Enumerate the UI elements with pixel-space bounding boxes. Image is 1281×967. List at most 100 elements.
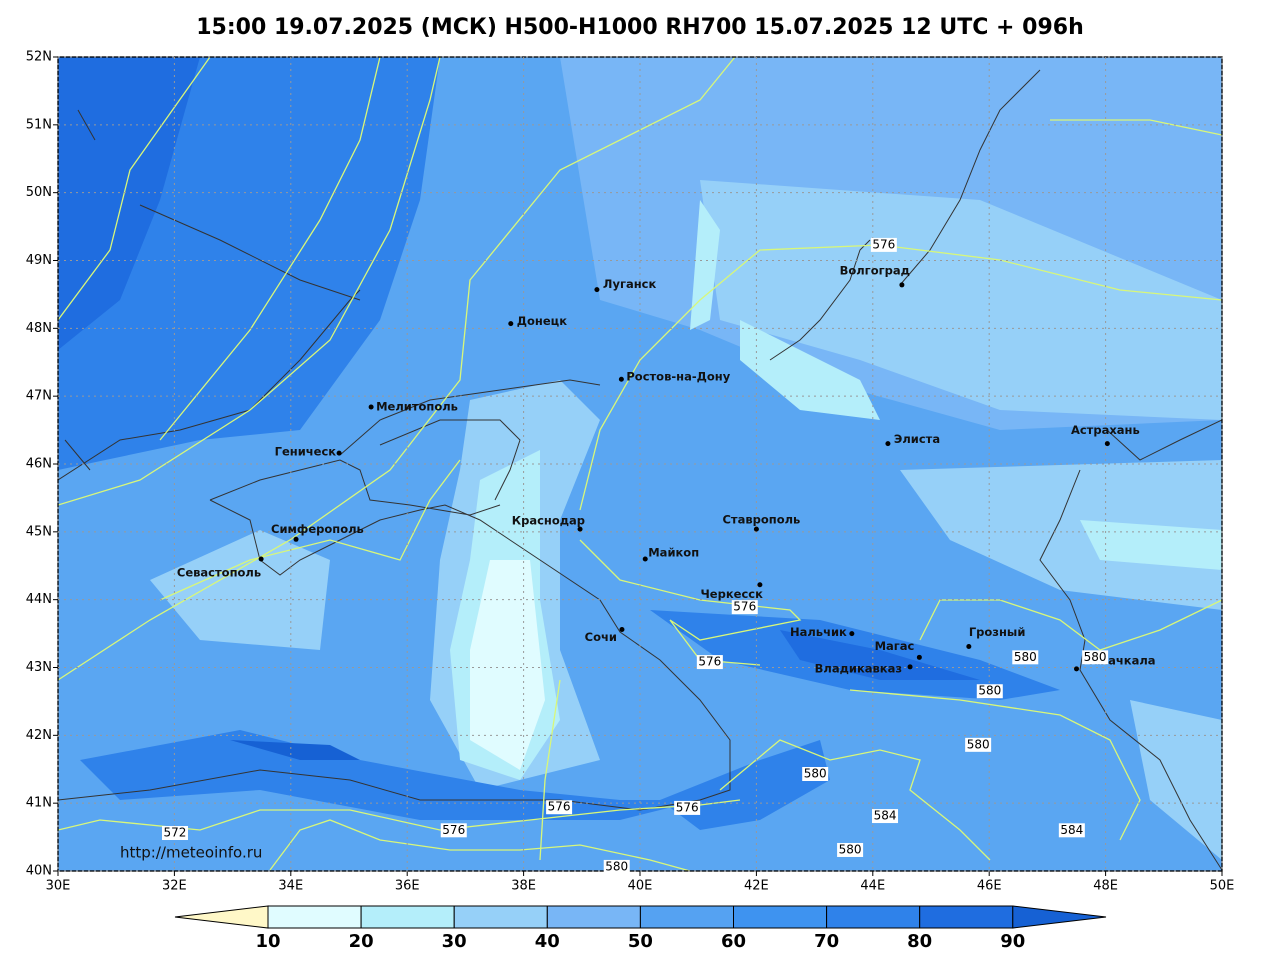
title: 15:00 19.07.2025 (МСК) H500-H1000 RH700 … <box>196 15 1083 40</box>
contour-label-box <box>870 237 897 252</box>
city-marker <box>849 631 855 637</box>
colorbar-label: 50 <box>628 931 653 952</box>
city-marker <box>619 627 625 633</box>
contour-label-box <box>872 809 899 824</box>
city-marker <box>258 556 264 562</box>
x-tick-label: 46E <box>977 879 1002 894</box>
contour-label-box <box>802 766 829 781</box>
city-marker <box>907 664 913 670</box>
city-label: Симферополь <box>271 522 364 536</box>
city-label: Владикавказ <box>815 661 902 675</box>
x-tick-label: 36E <box>395 879 420 894</box>
x-tick-label: 40E <box>628 879 653 894</box>
y-tick-label: 50N <box>26 185 52 200</box>
colorbar-segment <box>360 905 455 929</box>
contour-label-box <box>546 800 573 815</box>
colorbar-extend-high <box>1012 905 1107 929</box>
contour-label: 580 <box>804 766 827 780</box>
colorbar-label: 30 <box>442 931 467 952</box>
city-marker <box>899 282 905 288</box>
contour-label: 576 <box>442 823 465 837</box>
city-marker <box>757 582 763 588</box>
city-label: Волгоград <box>840 263 910 277</box>
contour-label-box <box>1058 823 1085 838</box>
city-marker <box>368 404 374 410</box>
colorbar-segment <box>546 905 641 929</box>
city-label: Нальчик <box>790 625 847 639</box>
y-tick-label: 46N <box>26 457 52 472</box>
city-label: Мелитополь <box>376 400 458 414</box>
city-label: Астрахань <box>1071 423 1140 437</box>
city-label: Ростов-на-Дону <box>626 370 730 384</box>
contour-label: 576 <box>698 655 721 669</box>
colorbar-label: 10 <box>255 931 280 952</box>
y-tick-label: 48N <box>26 321 52 336</box>
contour-label-box <box>161 826 188 841</box>
x-tick-label: 34E <box>278 879 303 894</box>
city-label: Геническ <box>275 445 337 459</box>
city-label: Грозный <box>969 625 1026 639</box>
x-tick-label: 38E <box>511 879 536 894</box>
city-marker <box>336 450 342 456</box>
x-tick-label: 30E <box>46 879 71 894</box>
source-url: http://meteoinfo.ru <box>120 844 262 862</box>
city-label: Донецк <box>517 314 567 328</box>
city-marker <box>577 526 583 532</box>
city-label: Майкоп <box>648 545 699 559</box>
x-tick-label: 48E <box>1093 879 1118 894</box>
contour-label: 572 <box>164 826 187 840</box>
y-tick-label: 40N <box>26 864 52 879</box>
city-marker <box>618 376 624 382</box>
contour-label-box <box>837 842 864 857</box>
city-marker <box>508 321 514 327</box>
y-tick-label: 49N <box>26 253 52 268</box>
city-label: Черкесск <box>701 587 764 601</box>
colorbar-segment <box>453 905 548 929</box>
city-marker <box>916 654 922 660</box>
y-tick-label: 43N <box>26 660 52 675</box>
city-marker <box>1104 441 1110 447</box>
colorbar-label: 70 <box>814 931 839 952</box>
x-tick-label: 44E <box>860 879 885 894</box>
contour-label: 576 <box>548 800 571 814</box>
x-tick-label: 32E <box>162 879 187 894</box>
y-tick-label: 44N <box>26 592 52 607</box>
colorbar-extend-low <box>174 905 269 929</box>
city-marker <box>594 287 600 293</box>
contour-label: 580 <box>605 859 628 873</box>
colorbar-label: 80 <box>907 931 932 952</box>
city-label: Луганск <box>603 277 657 291</box>
colorbar-segment <box>733 905 828 929</box>
city-label: Севастополь <box>177 565 261 579</box>
contours <box>58 57 1222 871</box>
colorbar-segment <box>267 905 362 929</box>
contour-label: 580 <box>978 684 1001 698</box>
x-tick-label: 42E <box>744 879 769 894</box>
colorbar-label: 90 <box>1000 931 1025 952</box>
contour-label-box <box>731 600 758 615</box>
contour-label-box <box>976 684 1003 699</box>
city-marker <box>966 643 972 649</box>
y-tick-label: 51N <box>26 117 52 132</box>
colorbar-segment <box>826 905 921 929</box>
contour-label-box <box>696 655 723 670</box>
contour-label-box <box>965 737 992 752</box>
colorbar-segment <box>639 905 735 929</box>
city-marker <box>642 556 648 562</box>
contour-label: 576 <box>676 800 699 814</box>
contour-label: 580 <box>839 842 862 856</box>
y-tick-label: 42N <box>26 728 52 743</box>
colorbar-label: 20 <box>349 931 374 952</box>
colorbar-segment <box>919 905 1014 929</box>
contour-label: 584 <box>874 809 897 823</box>
x-tick-label: 50E <box>1210 879 1235 894</box>
y-tick-label: 52N <box>26 50 52 65</box>
contour-label-box <box>1082 650 1109 665</box>
contour-label: 576 <box>733 600 756 614</box>
y-tick-label: 45N <box>26 524 52 539</box>
contour-label: 584 <box>1060 823 1083 837</box>
contour-label-box <box>674 800 701 815</box>
contour-label: 580 <box>1014 650 1037 664</box>
city-marker <box>293 536 299 542</box>
